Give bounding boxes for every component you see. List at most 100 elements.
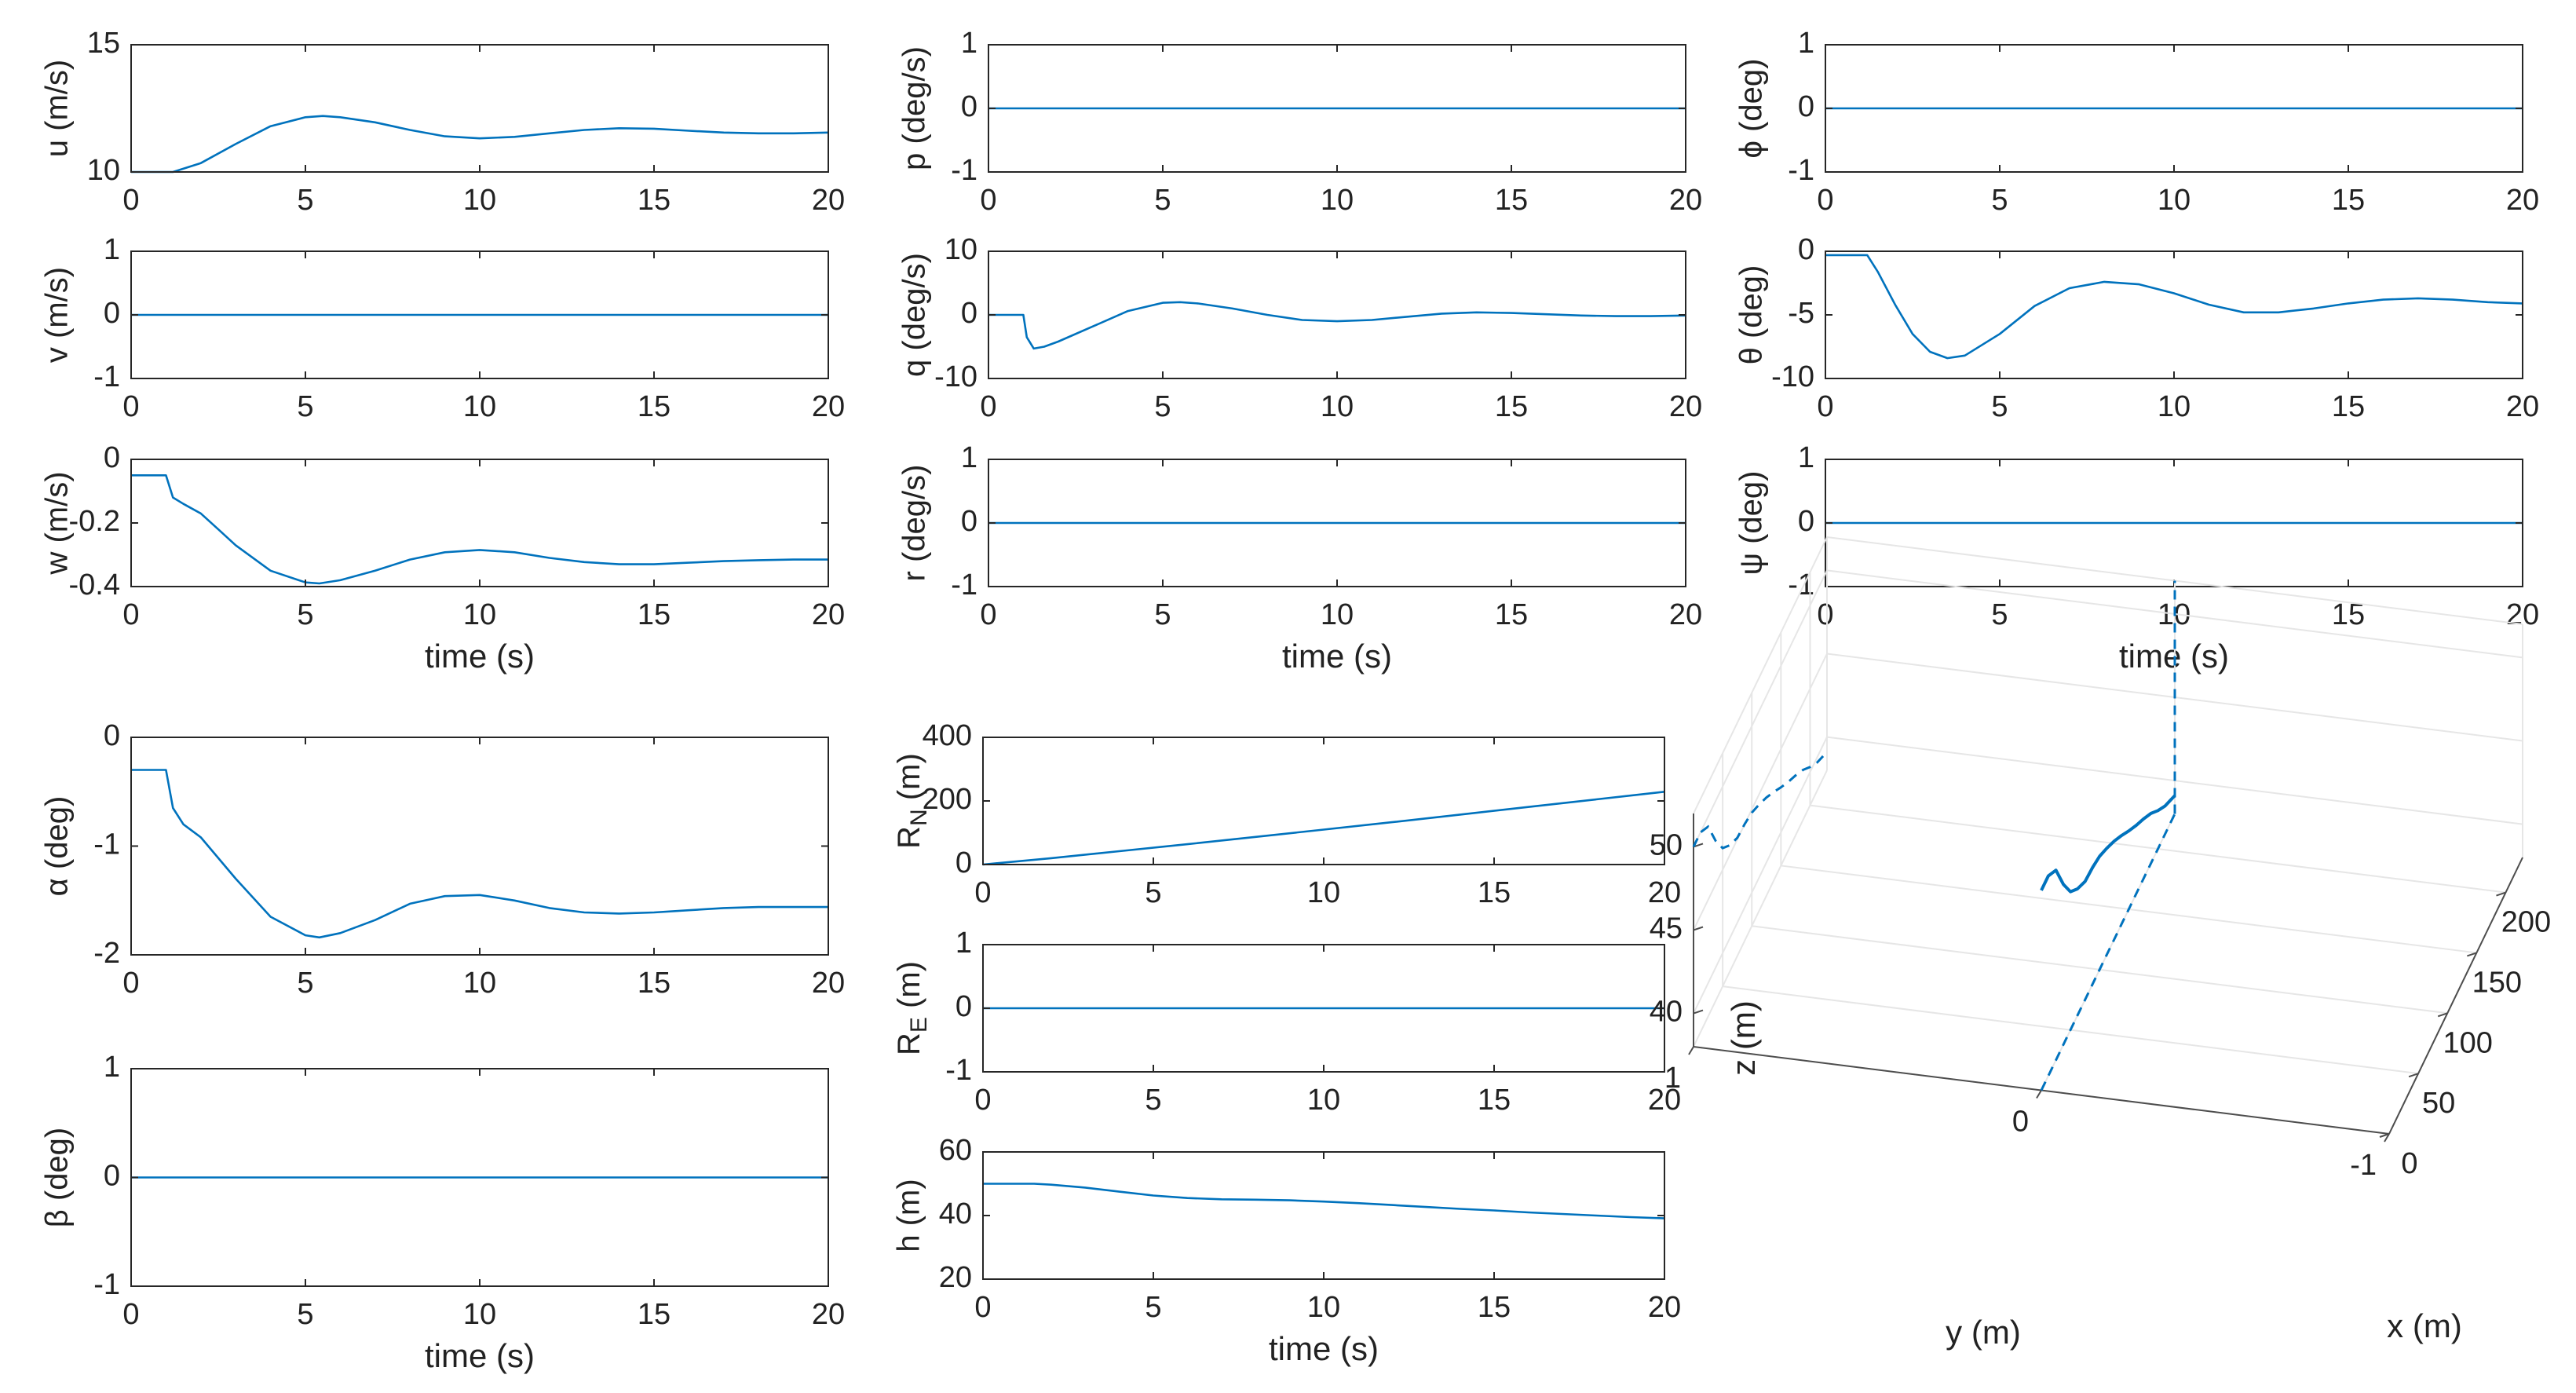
x-tick-label: 20 (812, 598, 845, 631)
grid-line (1693, 536, 1828, 814)
y-tick-label: 1 (104, 233, 120, 266)
x-tick-label: 15 (638, 184, 670, 217)
x-tick-label: 5 (1154, 598, 1171, 631)
y-axis-label: y (m) (1946, 1314, 2021, 1351)
y-axis-label: RE (m) (892, 961, 932, 1055)
x-tick-label: 0 (122, 390, 139, 423)
x-tick-label: 20 (1669, 598, 1702, 631)
x-tick-label: 0 (980, 598, 996, 631)
y-tick-label: 200 (923, 783, 972, 816)
x-tick-label: 5 (1154, 390, 1171, 423)
x-tick-label: 10 (463, 598, 496, 631)
axis-line (2437, 1012, 2448, 1018)
grid-line (1693, 569, 1828, 847)
series-line-h (983, 1183, 1665, 1219)
y-axis-label: v (m/s) (40, 267, 75, 363)
x-tick-label: 200 (2501, 906, 2551, 939)
grid-line (1693, 653, 1828, 930)
y-axis-label: β (deg) (40, 1128, 75, 1228)
z-axis-label: z (m) (1725, 1000, 1762, 1076)
y-tick-label: -5 (1788, 297, 1814, 330)
series-line-theta (1825, 254, 2523, 360)
axis-line (2384, 1133, 2390, 1143)
y-tick-label: 0 (104, 441, 120, 474)
x-tick-label: 15 (1495, 184, 1528, 217)
x-tick-label: 20 (812, 184, 845, 217)
x-tick-label: 10 (463, 1298, 496, 1331)
panel-h: 0 5 10 15 20 20 40 60 h (m) time (s) (892, 1134, 1682, 1367)
y-tick-label: 0 (2012, 1106, 2029, 1139)
axis-line (2496, 891, 2506, 897)
x-tick-label: 5 (1154, 184, 1171, 217)
x-tick-label: 10 (1321, 184, 1354, 217)
y-axis-label: RN (m) (892, 753, 932, 849)
x-tick-label: 5 (1991, 390, 2008, 423)
x-tick-label: 5 (297, 1298, 313, 1331)
y-tick-label: 0 (104, 1160, 120, 1193)
axis-line (2379, 1133, 2390, 1138)
x-tick-label: 0 (980, 390, 996, 423)
x-tick-label: 20 (812, 1298, 845, 1331)
x-tick-label: 15 (1478, 1084, 1511, 1117)
axis-line (2467, 952, 2477, 957)
projection-xz (1692, 751, 1829, 850)
x-tick-label: 0 (2401, 1147, 2417, 1180)
axes-frame-theta (1825, 250, 2523, 379)
y-tick-label: 0 (961, 505, 977, 538)
x-tick-label: 0 (122, 967, 139, 1000)
y-tick-label: -1 (93, 1268, 120, 1301)
x-tick-label: 5 (1991, 598, 2008, 631)
x-tick-label: 0 (122, 1298, 139, 1331)
x-tick-label: 15 (1495, 598, 1528, 631)
series-line-q (988, 301, 1686, 350)
y-tick-label: 0 (1798, 90, 1814, 123)
y-tick-label: -10 (934, 360, 977, 393)
y-tick-label: 1 (961, 441, 977, 474)
x-tick-label: 10 (463, 390, 496, 423)
z-tick-label: 50 (1650, 828, 1683, 861)
x-tick-label: 20 (1669, 184, 1702, 217)
y-axis-label: w (m/s) (40, 471, 75, 575)
y-tick-label: 1 (1798, 27, 1814, 60)
y-tick-label: 400 (923, 719, 972, 752)
y-tick-label: -1 (93, 828, 120, 861)
y-tick-label: 1 (955, 927, 972, 960)
x-tick-label: 10 (1321, 390, 1354, 423)
y-tick-label: 1 (961, 27, 977, 60)
series-line-alpha (131, 769, 828, 939)
panel-w: 0 5 10 15 20 -0.4 -0.2 0 w (m/s) time (s) (40, 441, 846, 675)
x-tick-label: 5 (1145, 876, 1161, 909)
y-tick-label: -1 (951, 154, 977, 187)
x-tick-label: 15 (2332, 390, 2365, 423)
x-tick-label: 20 (2506, 184, 2539, 217)
x-tick-label: 15 (1495, 390, 1528, 423)
y-tick-label: 10 (87, 154, 120, 187)
x-tick-label: 15 (638, 1298, 670, 1331)
y-axis-label: u (m/s) (40, 60, 75, 157)
x-tick-label: 20 (1648, 876, 1681, 909)
y-tick-label: 0 (961, 297, 977, 330)
x-tick-label: 0 (974, 1291, 991, 1324)
y-tick-label: -1 (1788, 154, 1814, 187)
axis-line (1693, 1009, 1704, 1015)
x-tick-label: 20 (1648, 1084, 1681, 1117)
axis-line (1693, 926, 1704, 931)
panel-theta: 0 5 10 15 20 -10 -5 0 θ (deg) (1734, 233, 2540, 423)
y-tick-label: -10 (1771, 360, 1814, 393)
y-tick-label: 0 (1798, 233, 1814, 266)
grid-line (1693, 737, 1828, 1015)
x-tick-label: 20 (812, 967, 845, 1000)
y-axis-label: θ (deg) (1734, 265, 1769, 365)
x-axis-label: time (s) (425, 638, 535, 675)
y-tick-label: -1 (945, 1054, 972, 1087)
trajectory-3d (2040, 794, 2176, 894)
